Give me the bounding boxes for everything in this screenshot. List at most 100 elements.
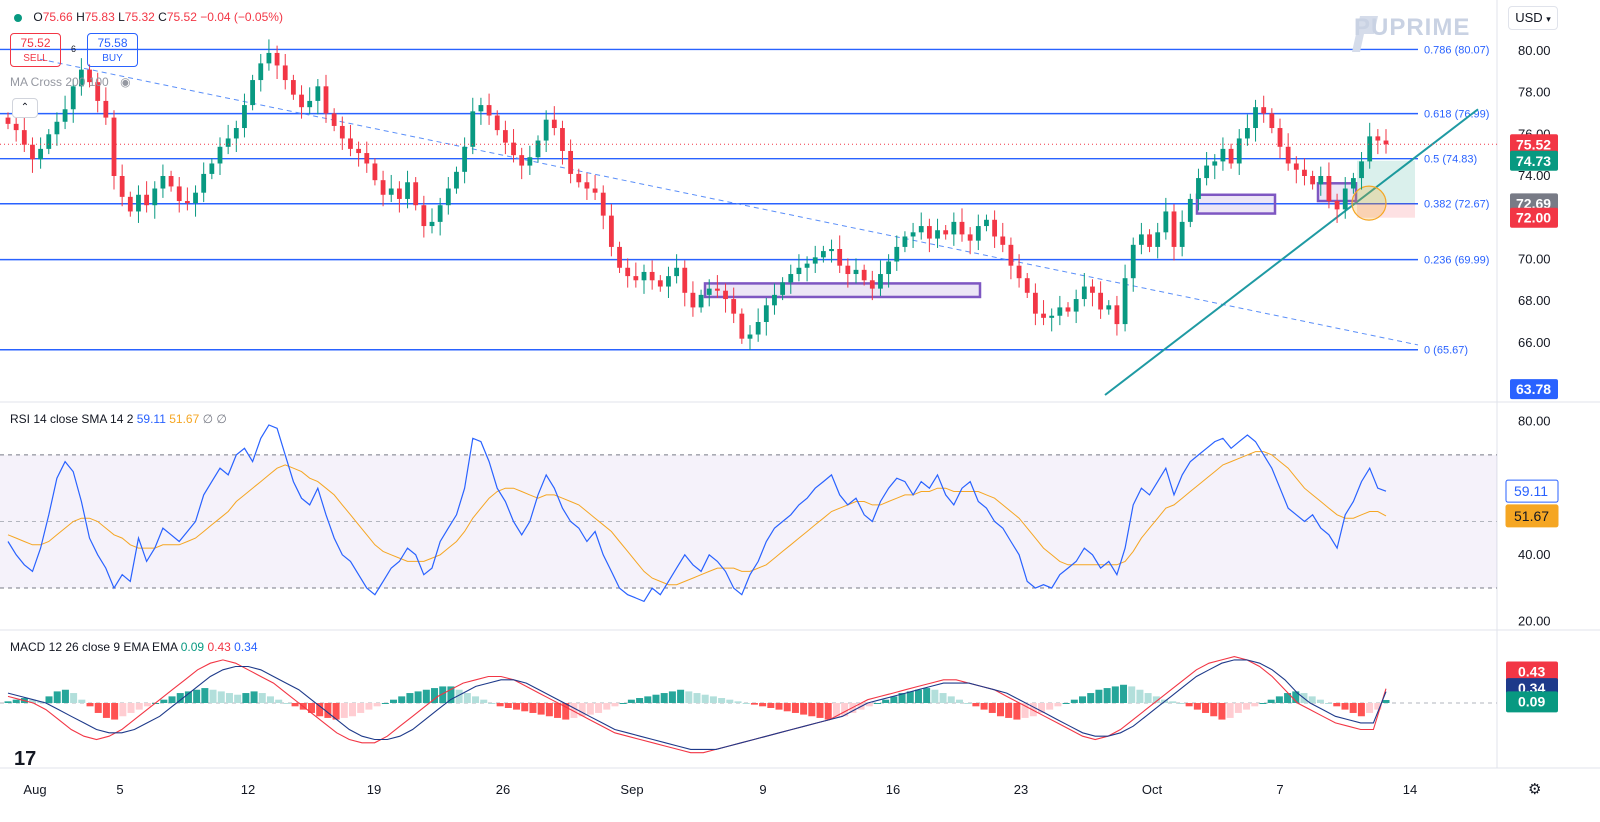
candle-body <box>217 146 223 164</box>
macd-hist-bar <box>266 696 274 703</box>
macd-hist-bar <box>1267 699 1275 703</box>
macd-hist-bar <box>1234 703 1242 713</box>
macd-hist-bar <box>1021 703 1029 718</box>
rsi-extra: ∅ ∅ <box>202 412 227 426</box>
resistance-trendline <box>39 58 1419 346</box>
candle-body <box>209 163 215 174</box>
candle-body <box>323 86 329 114</box>
time-tick-label: 23 <box>1014 782 1028 797</box>
buy-button[interactable]: 75.58 BUY <box>87 33 138 67</box>
close-label: C <box>158 10 167 24</box>
ohlc-header: O75.66 H75.83 L75.32 C75.52 −0.04 (−0.05… <box>14 10 283 24</box>
candle-body <box>250 80 256 106</box>
price-tick-label: 66.00 <box>1518 335 1551 350</box>
candle-body <box>315 86 321 101</box>
rsi-sma-value: 51.67 <box>169 412 200 426</box>
support-trendline <box>1104 108 1479 396</box>
macd-hist-bar <box>94 703 102 713</box>
macd-hist-bar <box>800 703 808 715</box>
macd-value-tag <box>1506 661 1558 683</box>
candle-body <box>763 305 769 322</box>
candle-body <box>902 236 908 247</box>
candle-body <box>62 109 68 122</box>
time-tick-label: 26 <box>496 782 510 797</box>
macd-hist-bar <box>480 699 488 703</box>
rsi-line <box>7 424 1387 603</box>
ma-cross-legend[interactable]: MA Cross 200 100 ◉ <box>10 75 131 89</box>
candle-body <box>1310 176 1316 185</box>
price-tick-label: 68.00 <box>1518 293 1551 308</box>
macd-hist-bar <box>545 703 553 717</box>
candle-body <box>429 221 435 227</box>
macd-hist-bar <box>45 696 53 703</box>
candle-body <box>78 69 84 87</box>
fib-level-label: 0.786 (80.07) <box>1424 44 1489 56</box>
candle-body <box>46 134 52 149</box>
macd-hist-bar <box>513 703 521 710</box>
candle-body <box>796 267 802 275</box>
rsi-name: RSI 14 close SMA 14 2 <box>10 412 134 426</box>
candle-body <box>535 140 541 158</box>
candle-body <box>739 313 745 339</box>
candle-body <box>1212 161 1218 166</box>
macd-hist-bar <box>472 696 480 703</box>
rsi-tick-label: 20.00 <box>1518 613 1551 628</box>
candle-body <box>299 94 304 108</box>
macd-hist-bar <box>709 696 717 703</box>
currency-label: USD <box>1515 10 1543 25</box>
macd-hist-bar <box>734 701 742 703</box>
currency-select[interactable]: USD ▾ <box>1508 6 1558 30</box>
change-value: −0.04 (−0.05%) <box>200 10 283 24</box>
macd-value: 0.43 <box>207 640 231 654</box>
settings-gear-icon[interactable]: ⚙ <box>1528 781 1542 798</box>
macd-hist-bar <box>431 688 439 703</box>
rsi-value-tag-text: 59.11 <box>1514 483 1548 499</box>
macd-legend[interactable]: MACD 12 26 close 9 EMA EMA 0.09 0.43 0.3… <box>10 640 258 654</box>
candle-body <box>103 100 109 118</box>
macd-hist-bar <box>455 689 463 703</box>
macd-hist-bar <box>1366 703 1374 713</box>
macd-hist-bar <box>1325 703 1333 704</box>
sell-button[interactable]: 75.52 SELL <box>10 33 61 67</box>
candle-body <box>494 115 500 131</box>
macd-line <box>7 656 1387 754</box>
candle-body <box>560 128 565 151</box>
macd-hist-bar <box>627 699 635 703</box>
candle-body <box>886 261 892 275</box>
macd-hist-bar <box>578 703 586 717</box>
candle-body <box>160 176 166 189</box>
candle-body <box>698 294 704 308</box>
candle-body <box>1350 178 1356 189</box>
candle-body <box>617 246 622 268</box>
macd-hist-bar <box>988 703 996 713</box>
spread-value: 6 <box>71 44 77 54</box>
macd-hist-bar <box>291 703 299 707</box>
macd-hist-bar <box>1185 703 1193 707</box>
macd-hist-bar <box>357 703 365 713</box>
rsi-tick-label: 80.00 <box>1518 414 1551 429</box>
candle-body <box>136 194 141 212</box>
candle-body <box>829 249 834 252</box>
buy-label: BUY <box>102 53 123 64</box>
macd-hist-bar <box>865 703 873 707</box>
macd-hist-bar <box>1103 688 1111 703</box>
fib-level-label: 0.236 (69.99) <box>1424 255 1489 267</box>
macd-hist-bar <box>537 703 545 715</box>
collapse-chevron-icon[interactable]: ⌃ <box>12 98 38 118</box>
rsi-value-tag <box>1505 504 1559 528</box>
macd-hist-bar <box>701 694 709 703</box>
candle-body <box>780 282 786 295</box>
rsi-tick-label: 40.00 <box>1518 547 1551 562</box>
macd-hist-bar <box>1193 703 1201 710</box>
macd-hist-bar <box>193 689 201 703</box>
candle-body <box>413 182 419 206</box>
tradingview-logo[interactable]: 17 <box>14 748 37 770</box>
candle-body <box>396 188 402 199</box>
macd-hist-bar <box>102 703 110 718</box>
rsi-legend[interactable]: RSI 14 close SMA 14 2 59.11 51.67 ∅ ∅ <box>10 412 227 426</box>
eye-icon[interactable]: ◉ <box>120 75 131 89</box>
macd-hist-bar <box>225 693 233 703</box>
macd-hist-bar <box>4 701 12 703</box>
macd-hist-bar <box>824 703 832 720</box>
